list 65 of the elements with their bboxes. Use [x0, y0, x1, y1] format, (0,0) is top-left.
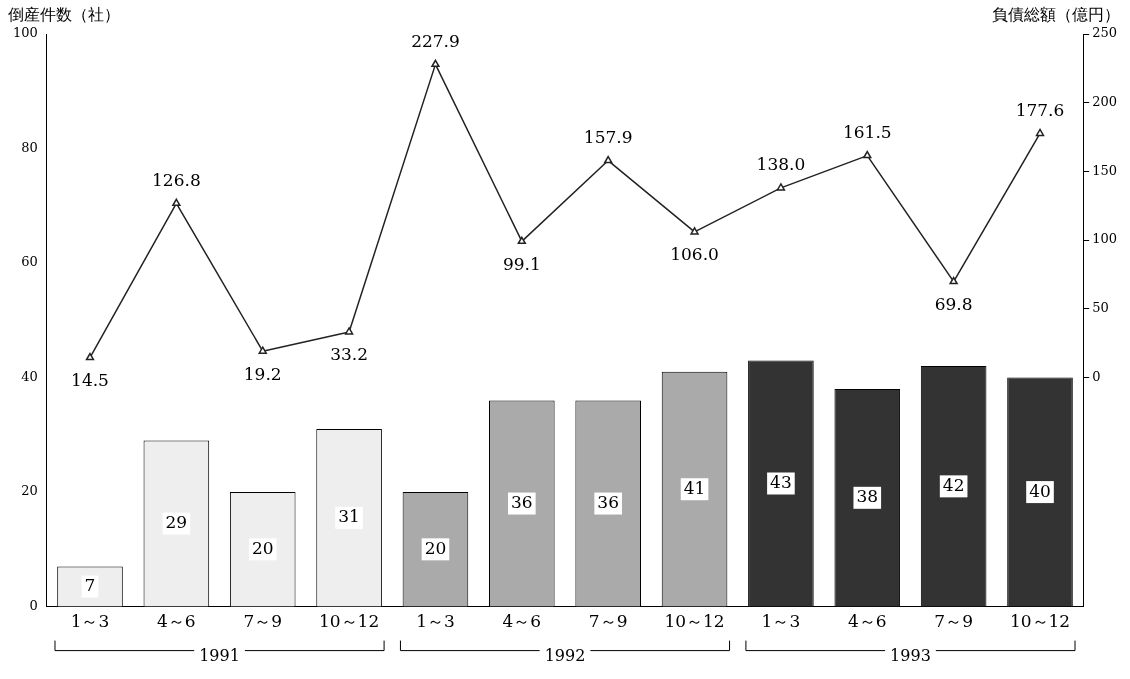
data-label: 157.9	[583, 126, 633, 147]
point	[603, 155, 613, 164]
y2-tick-label: 0	[1092, 368, 1101, 384]
data-label: 69.8	[934, 294, 973, 315]
y-tick-label: 40	[21, 368, 38, 384]
point	[690, 227, 699, 235]
data-label: 33.2	[330, 344, 369, 365]
x-tick-label: 7～9	[934, 611, 973, 632]
y2-tick-label: 100	[1092, 231, 1118, 247]
x-tick-label: 1～3	[761, 611, 801, 632]
point	[517, 236, 527, 245]
data-label: 161.5	[842, 122, 892, 143]
x-tick-label: 4～6	[157, 611, 196, 632]
data-label: 29	[165, 511, 188, 532]
x-tick-label: 10～12	[664, 611, 725, 632]
data-label: 20	[251, 537, 274, 558]
point	[1035, 128, 1045, 137]
text: 1993	[890, 645, 931, 665]
data-label: 42	[942, 474, 965, 495]
y2-tick-label: 250	[1092, 25, 1118, 41]
data-label: 126.8	[152, 169, 201, 190]
data-label: 36	[597, 491, 619, 512]
y-tick-label: 20	[21, 483, 38, 499]
y-axis-title: 倒産件数（社）	[8, 5, 120, 25]
text: 1992	[544, 645, 586, 665]
data-label: 177.6	[1015, 99, 1065, 120]
point	[85, 352, 95, 361]
point	[431, 59, 440, 68]
x-tick-label: 10～12	[1009, 611, 1071, 632]
y2-axis-title: 負債総額（億円）	[992, 5, 1120, 25]
y-tick-label: 60	[21, 254, 38, 270]
point	[949, 276, 958, 285]
data-label: 40	[1029, 480, 1051, 501]
point	[776, 183, 786, 191]
data-label: 43	[770, 471, 792, 492]
point	[344, 327, 354, 335]
x-tick-label: 1～3	[416, 611, 455, 632]
y2-tick-label: 200	[1092, 94, 1118, 110]
x-tick-label: 1～3	[70, 611, 110, 632]
data-label: 7	[84, 574, 96, 595]
data-label: 14.5	[71, 370, 109, 391]
x-tick-label: 4～6	[502, 611, 542, 632]
data-label: 41	[683, 477, 706, 498]
data-label: 138.0	[756, 154, 806, 175]
y2-tick-label: 50	[1092, 300, 1109, 316]
data-label: 99.1	[502, 253, 541, 274]
data-label: 36	[511, 491, 533, 512]
point	[258, 346, 267, 354]
x-tick-label: 7～9	[243, 611, 283, 632]
data-label: 38	[856, 486, 879, 507]
y-tick-label: 0	[29, 597, 38, 613]
x-tick-label: 10～12	[318, 611, 380, 632]
data-label: 106.0	[670, 244, 719, 265]
data-label: 19.2	[243, 363, 282, 384]
y-tick-label: 80	[21, 139, 38, 155]
data-label: 20	[424, 537, 447, 558]
text: 1991	[199, 645, 240, 665]
point	[863, 150, 872, 159]
x-tick-label: 7～9	[588, 611, 628, 632]
data-label: 31	[338, 506, 360, 527]
y-tick-label: 100	[12, 25, 38, 41]
point	[172, 198, 181, 207]
data-label: 227.9	[411, 30, 460, 51]
x-tick-label: 4～6	[847, 611, 887, 632]
y2-tick-label: 150	[1092, 162, 1118, 178]
